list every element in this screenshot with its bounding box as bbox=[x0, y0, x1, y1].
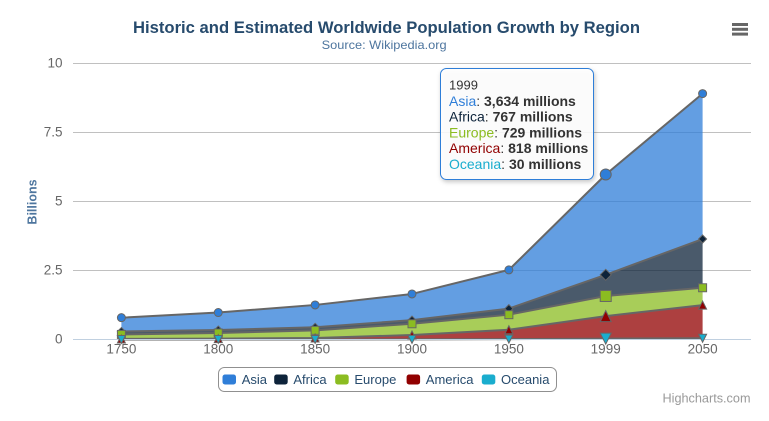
svg-text:Europe: 729 millions: Europe: 729 millions bbox=[449, 124, 582, 140]
svg-text:Oceania: Oceania bbox=[501, 372, 550, 387]
svg-text:Historic and Estimated Worldwi: Historic and Estimated Worldwide Populat… bbox=[133, 19, 640, 37]
svg-text:Highcharts.com: Highcharts.com bbox=[663, 392, 751, 406]
svg-text:Europe: Europe bbox=[354, 372, 396, 387]
svg-text:1800: 1800 bbox=[203, 342, 233, 357]
svg-text:Billions: Billions bbox=[26, 179, 40, 224]
svg-text:5: 5 bbox=[55, 194, 63, 209]
svg-text:1999: 1999 bbox=[591, 342, 621, 357]
svg-text:1950: 1950 bbox=[494, 342, 524, 357]
svg-text:0: 0 bbox=[55, 332, 63, 347]
svg-text:Asia: 3,634 millions: Asia: 3,634 millions bbox=[449, 93, 576, 109]
svg-text:2050: 2050 bbox=[688, 342, 718, 357]
svg-text:1900: 1900 bbox=[397, 342, 427, 357]
svg-text:7.5: 7.5 bbox=[44, 125, 63, 140]
svg-text:America: America bbox=[426, 372, 474, 387]
svg-text:Source: Wikipedia.org: Source: Wikipedia.org bbox=[322, 38, 447, 52]
svg-text:Africa: Africa bbox=[293, 372, 327, 387]
svg-text:Oceania: 30 millions: Oceania: 30 millions bbox=[449, 156, 582, 172]
svg-text:1750: 1750 bbox=[106, 342, 136, 357]
svg-text:1999: 1999 bbox=[449, 78, 478, 93]
svg-text:Asia: Asia bbox=[242, 372, 268, 387]
svg-text:2.5: 2.5 bbox=[44, 263, 63, 278]
svg-text:1850: 1850 bbox=[300, 342, 330, 357]
svg-text:Africa: 767 millions: Africa: 767 millions bbox=[449, 109, 573, 125]
svg-text:10: 10 bbox=[47, 56, 62, 71]
svg-text:America: 818 millions: America: 818 millions bbox=[449, 140, 588, 156]
